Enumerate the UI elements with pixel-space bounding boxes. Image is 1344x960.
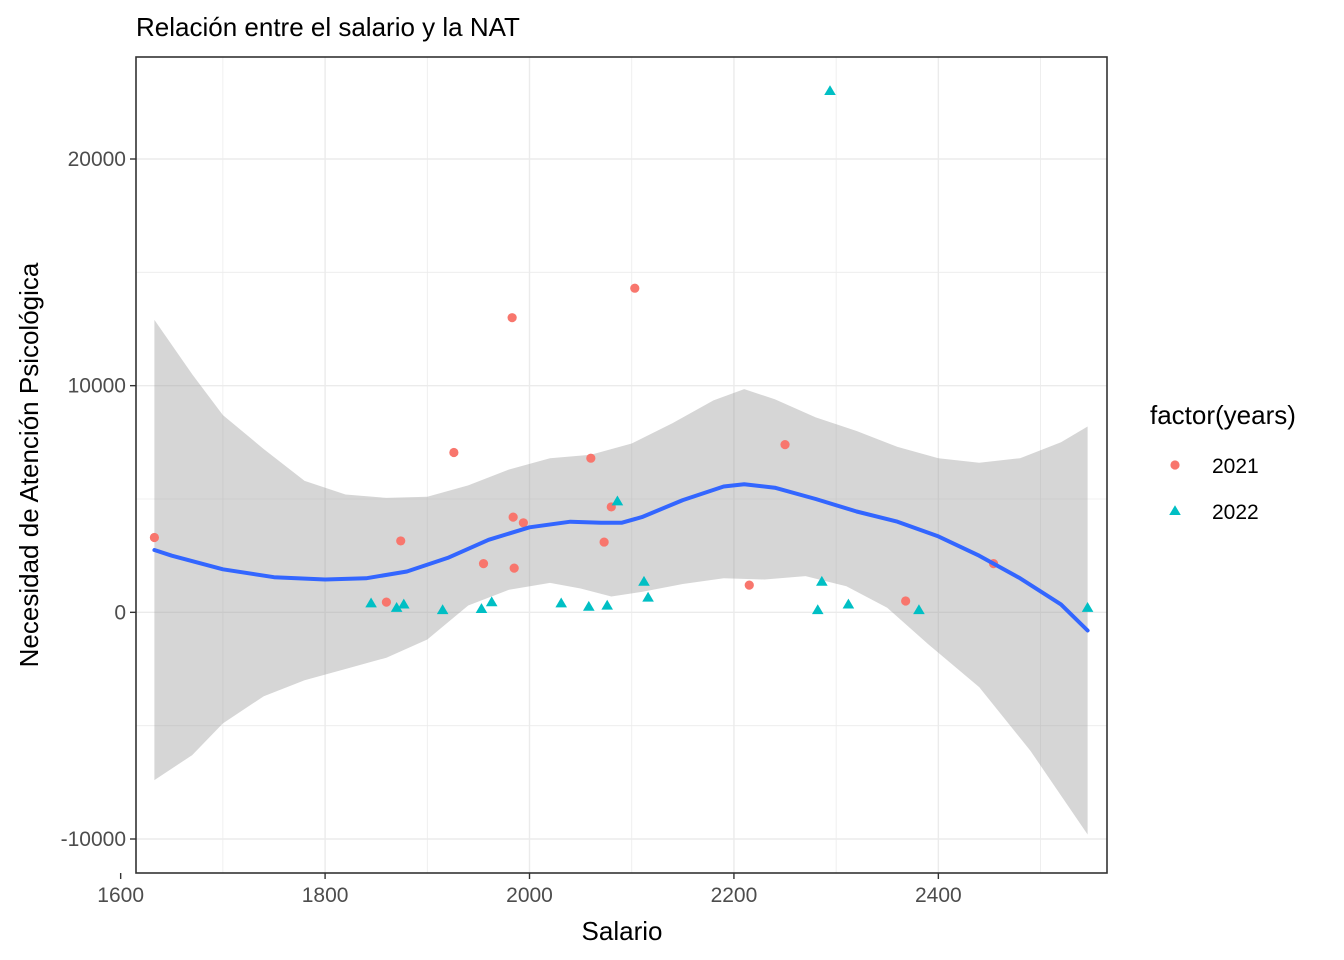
data-point-2021 <box>149 532 159 543</box>
plot-background <box>136 57 1107 873</box>
y-tick-label: -10000 <box>61 828 126 851</box>
data-point-2021 <box>381 597 392 607</box>
data-point-2022 <box>638 575 650 586</box>
data-point-2022 <box>485 596 498 607</box>
smooth-fit-line <box>152 482 1090 633</box>
x-tick-label: 2000 <box>506 884 553 907</box>
data-point-2022 <box>913 604 925 615</box>
legend-label-2021: 2021 <box>1212 455 1259 478</box>
data-point-2021 <box>396 536 406 546</box>
smooth-line <box>152 482 1090 633</box>
data-point-2022 <box>390 602 403 612</box>
legend-label-2022: 2022 <box>1212 501 1259 524</box>
data-point-2021 <box>744 580 754 590</box>
data-point-2021 <box>449 447 459 458</box>
y-tick-label: 20000 <box>68 148 126 171</box>
chart-title: Relación entre el salario y la NAT <box>136 12 520 42</box>
data-point-2021 <box>509 563 519 573</box>
x-tick-label: 1800 <box>302 884 349 907</box>
legend-key-2022 <box>1169 505 1181 516</box>
data-point-2022 <box>601 599 613 610</box>
x-tick-label: 2400 <box>915 884 962 907</box>
x-tick-label: 1600 <box>97 884 144 907</box>
data-point-2022 <box>816 575 828 586</box>
data-point-2022 <box>842 598 855 609</box>
data-point-2021 <box>630 283 640 293</box>
confidence-ribbon <box>154 319 1088 835</box>
data-point-2022 <box>824 85 836 96</box>
data-point-2021 <box>478 559 489 569</box>
x-axis-title: Salario <box>582 916 663 946</box>
data-point-2022 <box>436 604 449 615</box>
axes: 1600 1800 2000 2200 2400 -10000 0 10000 20000 <box>61 56 1108 907</box>
confidence-band <box>154 319 1088 835</box>
plot-area <box>136 57 1107 873</box>
data-point-2021 <box>599 537 609 547</box>
data-point-2021 <box>507 313 517 323</box>
panel-border <box>135 56 1108 874</box>
legend-title: factor(years) <box>1150 400 1296 430</box>
grid-lines <box>136 57 1107 873</box>
data-point-2022 <box>642 591 654 602</box>
x-tick-label: 2200 <box>711 884 758 907</box>
data-point-2022 <box>811 604 824 615</box>
data-point-2021 <box>508 512 518 522</box>
data-point-2021 <box>586 453 596 463</box>
y-tick-label: 10000 <box>68 375 126 398</box>
legend: factor(years) 2021 2022 <box>1150 400 1296 524</box>
data-point-2022 <box>475 603 488 613</box>
y-tick-label: 0 <box>114 601 126 624</box>
data-point-2022 <box>365 597 377 608</box>
data-point-2022 <box>582 600 595 611</box>
data-point-2021 <box>518 518 528 528</box>
data-point-2021 <box>901 596 911 606</box>
data-point-2021 <box>780 440 790 450</box>
y-axis-title: Necesidad de Atención Psicológica <box>14 262 44 667</box>
data-point-2022 <box>611 495 624 506</box>
data-point-2022 <box>1081 602 1094 612</box>
data-point-2022 <box>555 597 567 608</box>
legend-key-2021 <box>1170 460 1180 470</box>
data-point-2022 <box>397 598 410 609</box>
